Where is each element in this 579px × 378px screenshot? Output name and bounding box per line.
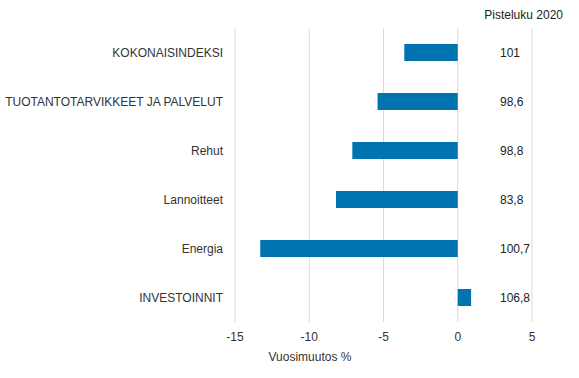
tick-label: 5 (529, 330, 536, 344)
category-label: Energia (182, 242, 224, 256)
score-title: Pisteluku 2020 (484, 8, 563, 22)
bar (260, 240, 458, 257)
category-label: Rehut (191, 144, 224, 158)
bars (260, 44, 471, 306)
bar (352, 142, 457, 159)
category-label: INVESTOINNIT (139, 291, 223, 305)
bar (336, 191, 458, 208)
bar (458, 289, 471, 306)
score-label: 100,7 (500, 242, 530, 256)
tick-label: -5 (378, 330, 389, 344)
tick-label: -15 (226, 330, 244, 344)
grid-line (532, 28, 533, 322)
axis-title: Vuosimuutos % (269, 350, 352, 364)
grid-line (383, 28, 384, 322)
score-label: 83,8 (500, 193, 524, 207)
category-label: KOKONAISINDEKSI (112, 46, 223, 60)
score-label: 98,6 (500, 95, 524, 109)
score-label: 98,8 (500, 144, 524, 158)
score-label: 101 (500, 46, 520, 60)
tick-label: 0 (454, 330, 461, 344)
grid-line (309, 28, 310, 322)
category-label: Lannoitteet (164, 193, 224, 207)
bar (404, 44, 457, 61)
score-label: 106,8 (500, 291, 530, 305)
grid-line (235, 28, 236, 322)
bar (378, 93, 458, 110)
chart: -15 -10 -5 0 5 KOKONAISINDEKSI TUOTANTOTARVIKK… (0, 0, 579, 378)
tick-label: -10 (301, 330, 319, 344)
category-label: TUOTANTOTARVIKKEET JA PALVELUT (5, 95, 224, 109)
grid-line (457, 28, 458, 322)
